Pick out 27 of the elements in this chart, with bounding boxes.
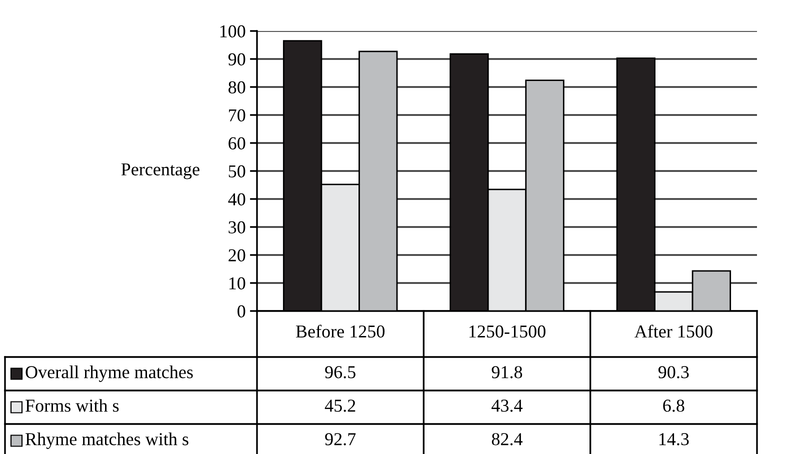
legend-label: Rhyme matches with s	[26, 432, 188, 449]
x-tick-label: Before 1250	[296, 324, 385, 338]
data-label: 45.2	[324, 400, 356, 412]
x-tick-label: 1250-1500	[469, 325, 546, 338]
legend-label: Forms with s	[26, 399, 119, 412]
y-tick-label: 30	[228, 221, 246, 234]
data-label: 92.7	[325, 433, 356, 446]
y-tick-label: 0	[238, 305, 246, 318]
y-tick-label: 80	[228, 81, 246, 94]
y-tick-label: 60	[228, 137, 246, 150]
y-tick-label: 70	[229, 109, 246, 122]
y-tick-label: 90	[228, 53, 246, 66]
data-label: 82.4	[492, 433, 523, 446]
data-label: 14.3	[659, 433, 689, 446]
x-tick-label: After 1500	[634, 324, 712, 338]
y-tick-label: 50	[228, 165, 246, 178]
data-label: 90.3	[658, 366, 689, 378]
y-axis-title: Percentage	[121, 163, 200, 180]
y-tick-label: 10	[229, 277, 246, 290]
data-label: 96.5	[325, 366, 356, 378]
data-label: 6.8	[663, 400, 684, 412]
y-tick-label: 20	[228, 249, 246, 262]
y-tick-label: 40	[228, 193, 246, 206]
legend-label: Overall rhyme matches	[26, 366, 193, 382]
data-label: 43.4	[492, 400, 523, 412]
y-tick-label: 100	[220, 25, 246, 38]
data-label: 91.8	[492, 366, 522, 378]
